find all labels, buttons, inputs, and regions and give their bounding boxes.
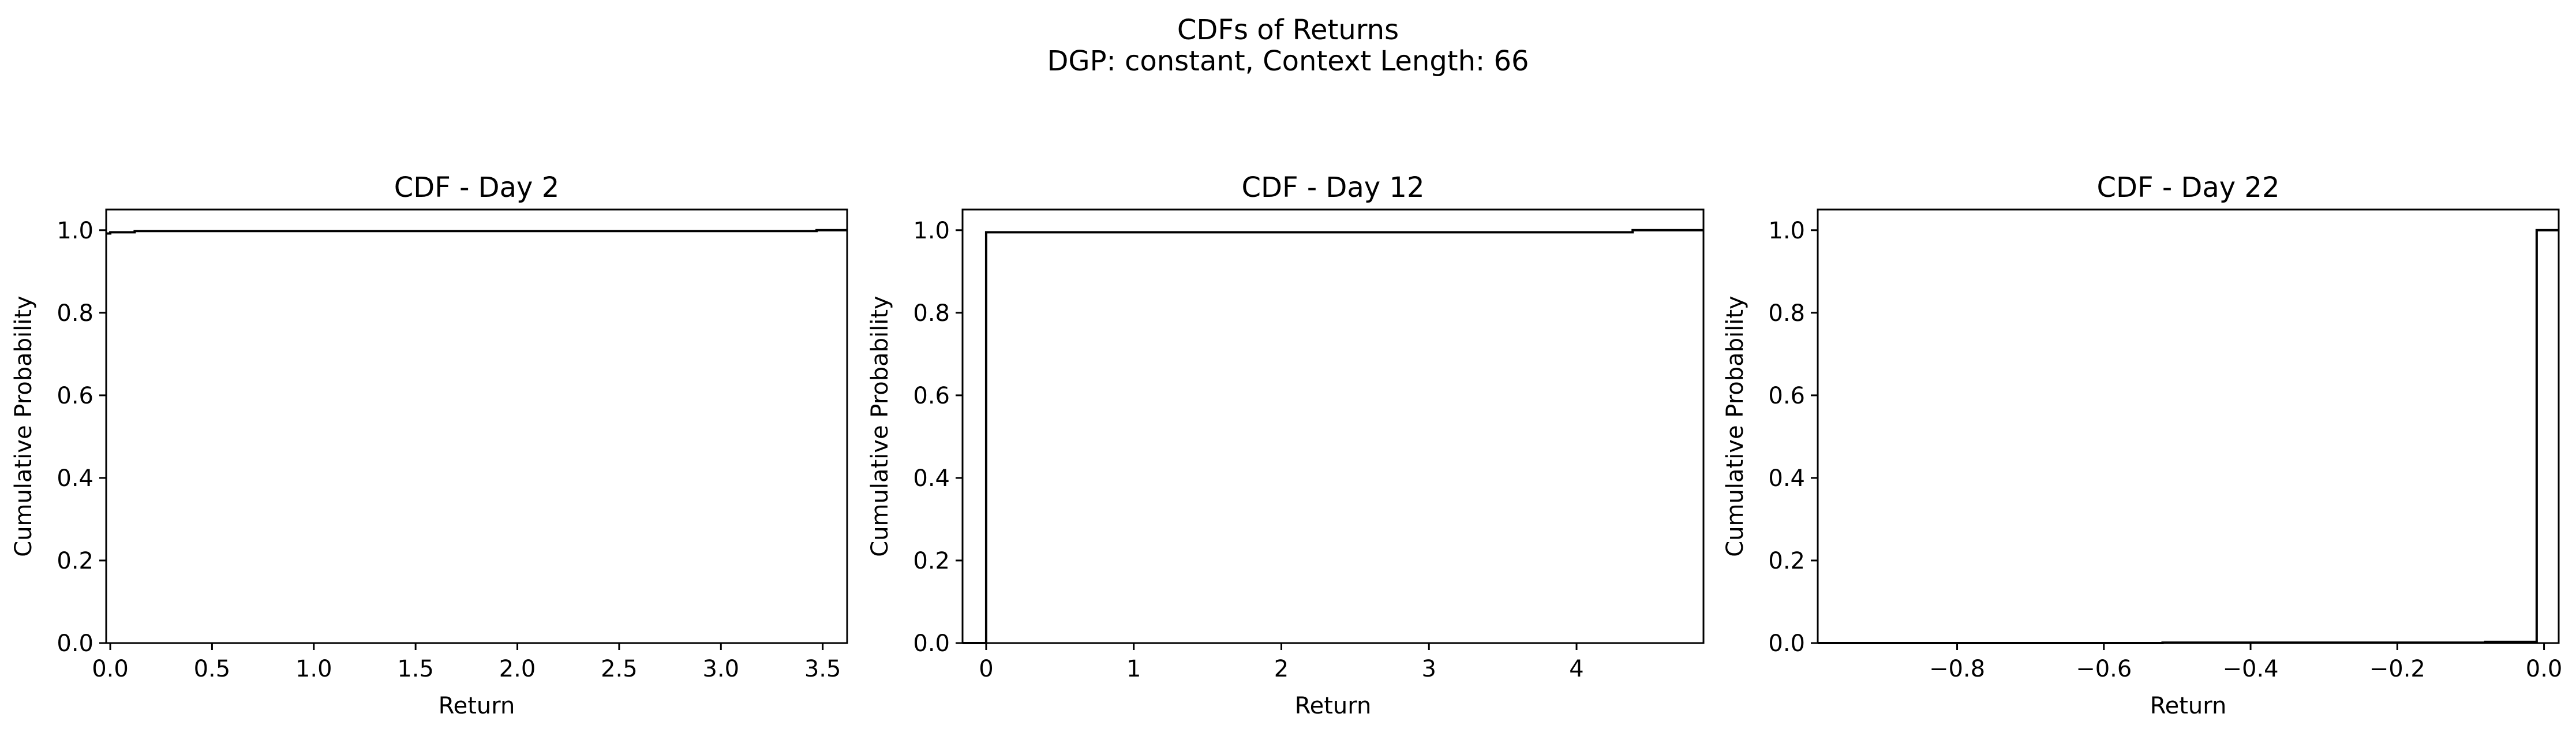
x-tick-label: 1.0 [295,656,332,682]
plot-frame [1817,208,2560,644]
plot-frame [961,208,1705,644]
x-tick-label: −0.8 [1929,656,1985,682]
x-axis-label: Return [2150,693,2227,719]
y-axis-label: Cumulative Probability [867,296,893,556]
x-tick-label: 3.0 [702,656,739,682]
x-tick-label: 0.5 [194,656,231,682]
x-tick-label: −0.4 [2222,656,2278,682]
y-tick-label: 0.8 [1768,300,1805,327]
cdf-series-line [963,229,1703,644]
chart-panel-3: CDF - Day 22 −0.8 −0.6 −0.4 −0.2 0.0 0.0 0.2 0.4… [1722,171,2562,719]
y-tick-label: 1.0 [1768,218,1805,244]
x-tick-label: 3 [1422,656,1436,682]
cdf-series-line [106,229,847,235]
y-tick-label: 0.8 [913,300,950,327]
y-axis-label: Cumulative Probability [10,296,37,556]
x-tick-label: 2.0 [499,656,536,682]
x-tick-label: 2 [1274,656,1289,682]
y-tick-label: 1.0 [57,218,93,244]
x-tick-label: −0.6 [2076,656,2132,682]
y-tick-label: 0.2 [913,548,950,574]
x-axis-label: Return [439,693,515,719]
y-tick-label: 0.4 [57,465,93,492]
y-tick-label: 0.6 [57,383,93,409]
x-tick-label: 1 [1126,656,1141,682]
x-tick-label: 1.5 [397,656,434,682]
figure-title-line-1: CDFs of Returns [1177,14,1399,46]
y-tick-label: 0.4 [1768,465,1805,492]
y-tick-label: 0.0 [1768,630,1805,657]
chart-panel-2: CDF - Day 12 0 1 2 3 4 0.0 0.2 0.4 0.6 0.8 1.0 Retur… [867,171,1705,719]
chart-panel-1: CDF - Day 2 0.0 0.5 1.0 1.5 2.0 2.5 3.0 3.5 0.0 0.… [10,171,848,719]
x-tick-label: −0.2 [2369,656,2425,682]
x-tick-label: 0.0 [92,656,129,682]
x-tick-label: 3.5 [804,656,841,682]
y-tick-label: 0.6 [913,383,950,409]
x-tick-label: 0.0 [2526,656,2563,682]
chart-title: CDF - Day 2 [394,171,560,204]
y-tick-label: 0.4 [913,465,950,492]
y-tick-label: 0.6 [1768,383,1805,409]
chart-title: CDF - Day 22 [2096,171,2279,204]
y-tick-label: 0.2 [57,548,93,574]
y-tick-label: 0.2 [1768,548,1805,574]
figure-title-line-2: DGP: constant, Context Length: 66 [1047,45,1529,77]
y-tick-label: 0.0 [57,630,93,657]
y-tick-label: 0.0 [913,630,950,657]
y-tick-label: 1.0 [913,218,950,244]
cdf-series-line [1818,229,2559,644]
x-tick-label: 0 [979,656,993,682]
x-tick-label: 2.5 [601,656,638,682]
x-tick-label: 4 [1569,656,1583,682]
plot-frame [105,208,848,644]
y-tick-label: 0.8 [57,300,93,327]
x-axis-label: Return [1295,693,1372,719]
chart-title: CDF - Day 12 [1241,171,1424,204]
y-axis-label: Cumulative Probability [1722,296,1748,556]
